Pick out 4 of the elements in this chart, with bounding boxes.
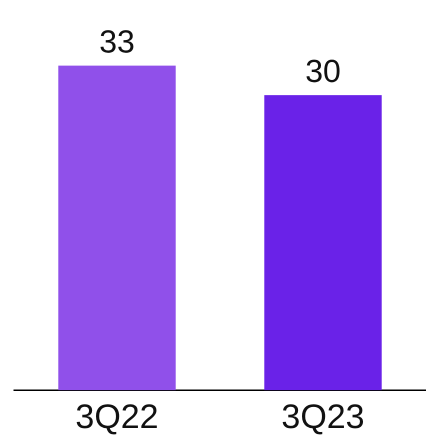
x-tick-label: 3Q22: [75, 398, 159, 436]
x-tick-label: 3Q23: [281, 398, 365, 436]
data-label: 33: [99, 23, 135, 60]
data-label: 30: [305, 53, 341, 89]
